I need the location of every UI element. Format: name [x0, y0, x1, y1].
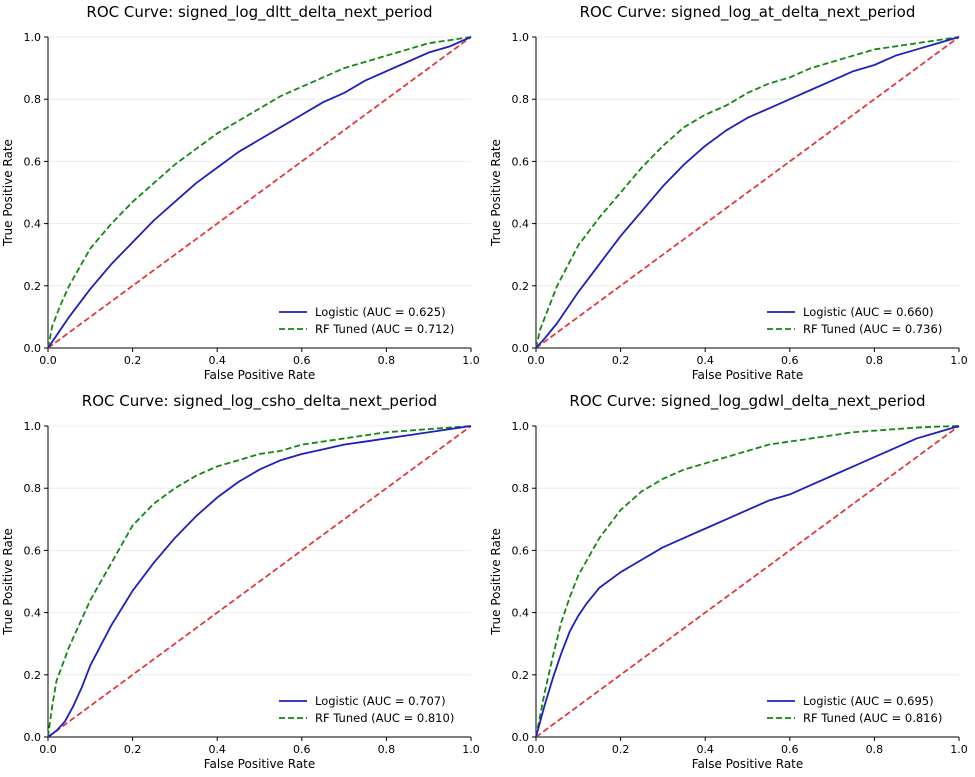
legend-entry-label: Logistic (AUC = 0.707) [315, 694, 446, 708]
y-tick-label: 0.0 [512, 731, 530, 744]
x-axis-label: False Positive Rate [204, 368, 316, 382]
y-tick-label: 0.6 [512, 155, 530, 168]
x-tick-label: 0.6 [293, 743, 311, 756]
y-tick-label: 0.4 [24, 607, 42, 620]
y-tick-label: 0.8 [512, 482, 530, 495]
series-line-logistic [47, 36, 472, 349]
legend: Logistic (AUC = 0.695) RF Tuned (AUC = 0.… [767, 694, 942, 725]
series-line-rf-tuned [47, 36, 472, 349]
x-axis-label: False Positive Rate [692, 368, 804, 382]
y-tick-label: 0.2 [24, 280, 42, 293]
x-tick-label: 0.0 [39, 743, 57, 756]
y-tick-label: 0.4 [512, 218, 530, 231]
x-tick-label: 0.8 [378, 354, 396, 367]
x-tick-label: 0.2 [124, 743, 142, 756]
x-tick-label: 1.0 [950, 743, 968, 756]
x-tick-label: 1.0 [950, 354, 968, 367]
x-tick-label: 0.8 [866, 743, 884, 756]
chart-title: ROC Curve: signed_log_at_delta_next_peri… [580, 3, 916, 22]
legend-entry-label: RF Tuned (AUC = 0.810) [315, 711, 454, 725]
x-axis-label: False Positive Rate [204, 757, 316, 771]
y-tick-label: 0.0 [24, 342, 42, 355]
y-tick-label: 0.0 [512, 342, 530, 355]
legend-entry-label: RF Tuned (AUC = 0.736) [803, 322, 942, 336]
legend: Logistic (AUC = 0.707) RF Tuned (AUC = 0.… [279, 694, 454, 725]
series-line-logistic [47, 425, 472, 738]
x-tick-label: 0.2 [124, 354, 142, 367]
x-tick-label: 1.0 [462, 743, 480, 756]
y-tick-label: 0.4 [512, 607, 530, 620]
y-tick-label: 0.6 [24, 155, 42, 168]
x-tick-label: 0.6 [781, 354, 799, 367]
legend: Logistic (AUC = 0.625) RF Tuned (AUC = 0.… [279, 305, 454, 336]
x-tick-label: 0.2 [612, 743, 630, 756]
legend-entry-label: Logistic (AUC = 0.625) [315, 305, 446, 319]
legend-entry-label: RF Tuned (AUC = 0.816) [803, 711, 942, 725]
y-tick-label: 0.2 [512, 280, 530, 293]
roc-panel-4: 0.0 0.2 0.4 0.6 0.8 1.0 0.0 0.2 0.4 0.6 0.8 1.0 ROC … [489, 392, 968, 771]
y-tick-label: 0.2 [512, 669, 530, 682]
y-tick-label: 0.8 [24, 482, 42, 495]
roc-panel-2: 0.0 0.2 0.4 0.6 0.8 1.0 0.0 0.2 0.4 0.6 0.8 1.0 ROC … [489, 3, 968, 382]
x-tick-label: 0.8 [866, 354, 884, 367]
x-tick-label: 0.0 [527, 743, 545, 756]
x-tick-label: 0.0 [39, 354, 57, 367]
y-tick-label: 1.0 [24, 420, 42, 433]
y-tick-label: 0.2 [24, 669, 42, 682]
x-tick-label: 1.0 [462, 354, 480, 367]
y-axis-label: True Positive Rate [1, 528, 15, 636]
series-line-rf-tuned [47, 425, 472, 738]
y-tick-label: 1.0 [512, 420, 530, 433]
legend-entry-label: RF Tuned (AUC = 0.712) [315, 322, 454, 336]
series-line-rf-tuned [535, 425, 960, 738]
chance-diagonal-line [535, 425, 960, 738]
chart-title: ROC Curve: signed_log_csho_delta_next_pe… [82, 392, 437, 411]
x-tick-label: 0.4 [208, 743, 226, 756]
chance-diagonal-line [535, 36, 960, 349]
series-line-rf-tuned [535, 36, 960, 349]
y-tick-label: 0.8 [24, 93, 42, 106]
x-tick-label: 0.0 [527, 354, 545, 367]
legend: Logistic (AUC = 0.660) RF Tuned (AUC = 0.… [767, 305, 942, 336]
chart-title: ROC Curve: signed_log_gdwl_delta_next_pe… [569, 392, 925, 411]
chance-diagonal-line [47, 36, 472, 349]
x-axis-label: False Positive Rate [692, 757, 804, 771]
y-tick-label: 0.4 [24, 218, 42, 231]
y-axis-label: True Positive Rate [489, 139, 503, 247]
x-tick-label: 0.4 [696, 743, 714, 756]
x-tick-label: 0.4 [696, 354, 714, 367]
x-tick-label: 0.6 [293, 354, 311, 367]
y-tick-label: 1.0 [512, 31, 530, 44]
x-tick-label: 0.6 [781, 743, 799, 756]
y-tick-label: 0.6 [512, 544, 530, 557]
chart-title: ROC Curve: signed_log_dltt_delta_next_pe… [86, 3, 432, 22]
roc-panel-1: 0.0 0.2 0.4 0.6 0.8 1.0 0.0 0.2 0.4 0.6 0.8 1.0 ROC … [1, 3, 480, 382]
legend-entry-label: Logistic (AUC = 0.660) [803, 305, 934, 319]
y-tick-label: 0.6 [24, 544, 42, 557]
series-line-logistic [535, 36, 960, 349]
x-tick-label: 0.2 [612, 354, 630, 367]
x-tick-label: 0.4 [208, 354, 226, 367]
series-line-logistic [535, 425, 960, 738]
y-axis-label: True Positive Rate [1, 139, 15, 247]
chance-diagonal-line [47, 425, 472, 738]
y-tick-label: 0.8 [512, 93, 530, 106]
roc-panel-3: 0.0 0.2 0.4 0.6 0.8 1.0 0.0 0.2 0.4 0.6 0.8 1.0 ROC … [1, 392, 480, 771]
x-tick-label: 0.8 [378, 743, 396, 756]
y-tick-label: 0.0 [24, 731, 42, 744]
y-axis-label: True Positive Rate [489, 528, 503, 636]
legend-entry-label: Logistic (AUC = 0.695) [803, 694, 934, 708]
y-tick-label: 1.0 [24, 31, 42, 44]
